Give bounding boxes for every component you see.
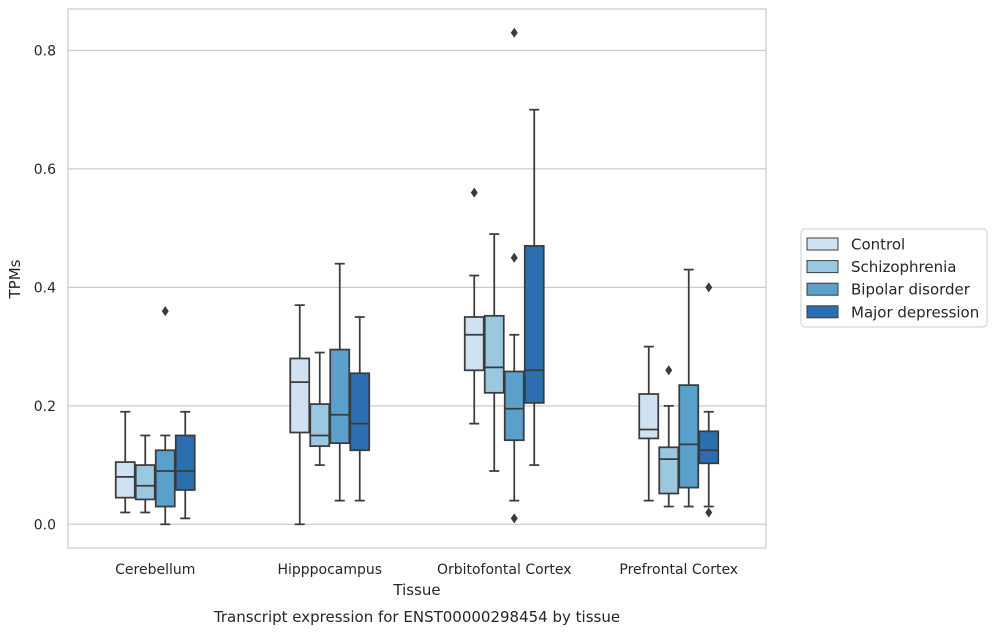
box [329, 262, 351, 502]
box-body [134, 464, 156, 501]
outlier-point [665, 365, 673, 376]
legend-swatch [806, 282, 839, 296]
box-body [483, 314, 505, 394]
box [289, 304, 311, 526]
legend-label: Major depression [851, 303, 979, 321]
box-body [678, 384, 700, 489]
outlier-point [510, 513, 518, 524]
legend-swatch [806, 305, 839, 319]
box-body [154, 449, 176, 508]
box [134, 434, 156, 514]
box-body [174, 434, 196, 491]
box-body [349, 372, 371, 452]
x-axis-label: Tissue [392, 581, 440, 599]
legend-frame [800, 228, 988, 328]
box [463, 187, 485, 425]
outlier-point [705, 507, 713, 518]
box [503, 27, 525, 524]
x-tick-labels: Cerebellum Hipppocampus Orbitofontal Corte… [115, 562, 738, 578]
box-body [463, 316, 485, 372]
box [114, 410, 136, 514]
box [483, 233, 505, 472]
box [349, 316, 371, 502]
box [638, 345, 660, 502]
box-body [638, 393, 660, 440]
legend-label: Control [851, 236, 905, 254]
outlier-point [705, 282, 713, 293]
box-body [114, 461, 136, 499]
box [154, 306, 176, 526]
box [658, 365, 680, 508]
box-body [698, 430, 720, 465]
outlier-point [161, 306, 169, 317]
outlier-point [510, 252, 518, 263]
box [698, 282, 720, 518]
legend-label: Schizophrenia [851, 258, 956, 276]
box-series [114, 27, 720, 526]
box [678, 268, 700, 508]
y-tick-label: 0.2 [34, 399, 56, 415]
box-body [523, 245, 545, 404]
box-body [503, 370, 525, 442]
box [523, 108, 545, 466]
box [309, 351, 331, 466]
outlier-point [510, 27, 518, 38]
box-body [309, 403, 331, 447]
y-tick-label: 0.4 [34, 280, 56, 296]
box-body [658, 446, 680, 495]
y-tick-label: 0.8 [34, 43, 56, 59]
x-tick-label: Hipppocampus [277, 562, 382, 578]
legend: Control Schizophrenia Bipolar disorder Majo… [800, 228, 988, 328]
x-tick-label: Cerebellum [115, 562, 195, 578]
x-tick-label: Prefrontal Cortex [619, 562, 738, 578]
box-body [289, 357, 311, 434]
legend-swatch [806, 237, 839, 251]
legend-label: Bipolar disorder [851, 281, 971, 299]
y-tick-labels: 0.0 0.2 0.4 0.6 0.8 [34, 43, 56, 533]
y-tick-label: 0.6 [34, 162, 56, 178]
legend-swatch [806, 260, 839, 274]
box-body [329, 348, 351, 445]
y-axis-label: TPMs [6, 259, 24, 299]
box [174, 410, 196, 520]
y-tick-label: 0.0 [34, 517, 56, 533]
outlier-point [470, 187, 478, 198]
chart-caption: Transcript expression for ENST0000029845… [213, 608, 620, 626]
x-tick-label: Orbitofontal Cortex [437, 562, 572, 578]
